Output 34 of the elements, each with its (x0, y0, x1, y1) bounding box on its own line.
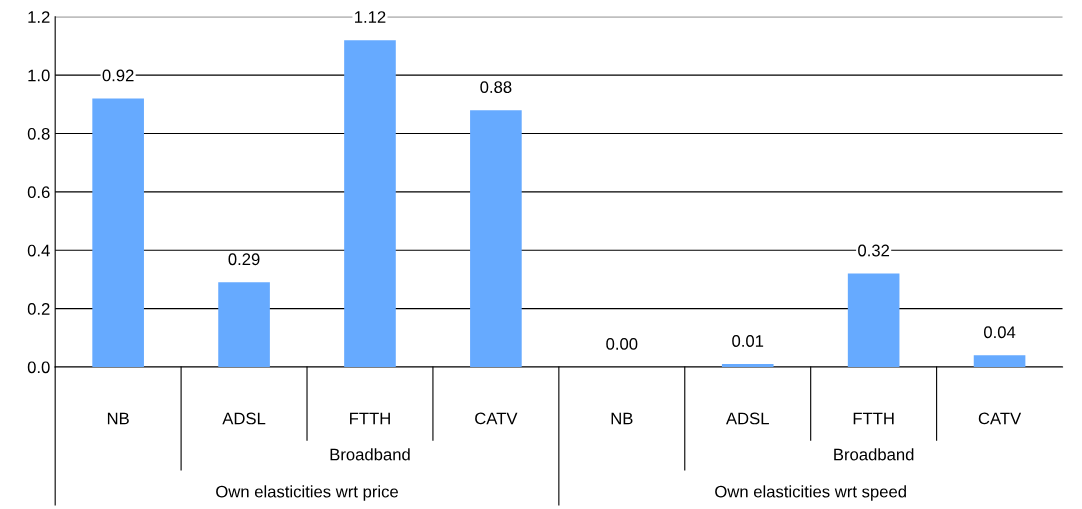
text: Broadband (330, 448, 410, 461)
y-tick-label: 1.2 (28, 11, 50, 23)
bar (721, 364, 774, 367)
bar (470, 110, 522, 367)
y-tick-label: 1.0 (28, 69, 50, 82)
x-tick-label: NB (107, 412, 129, 425)
x-tick-label: FTTH (350, 412, 390, 425)
data-label: 1.12 (355, 11, 386, 23)
y-tick-label: 0.6 (27, 186, 50, 199)
data-label: 0.88 (480, 81, 512, 93)
x-tick-label: CATV (978, 412, 1022, 425)
x-tick-label: CATV (475, 412, 518, 425)
bar (92, 98, 144, 367)
text: Own elasticities wrt price (216, 485, 398, 501)
bar (973, 355, 1026, 367)
bar (218, 282, 270, 367)
bar (847, 273, 900, 367)
y-tick-label: 0.0 (27, 361, 50, 374)
data-label: 0.92 (102, 69, 134, 82)
data-label: 0.29 (228, 253, 260, 266)
text: Broadband (834, 448, 914, 461)
data-label: 0.00 (606, 338, 638, 350)
bar (344, 40, 396, 367)
x-tick-label: ADSL (725, 412, 769, 425)
y-tick-label: 0.4 (27, 244, 50, 257)
data-label: 0.32 (858, 244, 890, 257)
text: Own elasticities wrt speed (715, 485, 906, 501)
x-tick-label: FTTH (853, 412, 894, 425)
data-label: 0.04 (984, 326, 1016, 339)
y-tick-label: 0.8 (27, 127, 50, 140)
x-tick-label: NB (611, 412, 633, 425)
data-label: 0.01 (732, 335, 764, 347)
x-tick-label: ADSL (222, 412, 266, 425)
y-tick-label: 0.2 (27, 303, 50, 315)
